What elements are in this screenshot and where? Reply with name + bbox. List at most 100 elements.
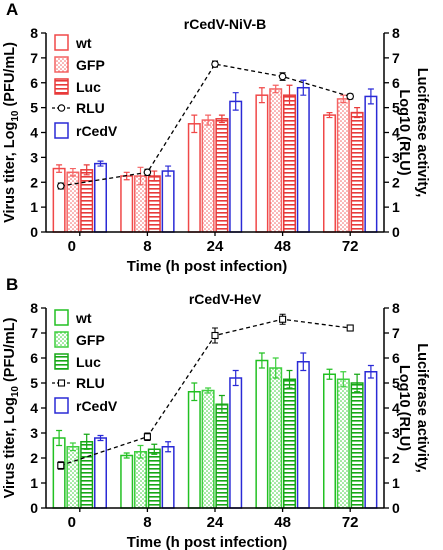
legend-label-luc: Luc (76, 354, 101, 370)
bar-gfp-0 (66, 171, 80, 233)
rlu-point-24 (211, 60, 219, 68)
chart-title: rCedV-HeV (189, 291, 262, 307)
y2-tick-label: 0 (392, 500, 400, 516)
bar-rcedv-8 (161, 170, 175, 233)
x-tick-label: 0 (68, 238, 76, 255)
x-axis-label: Time (h post infection) (127, 534, 288, 550)
bar-rcedv-48 (296, 361, 310, 509)
x-tick-label: 24 (207, 514, 224, 531)
y2-tick-label: 5 (392, 375, 400, 391)
bar-gfp-0 (66, 446, 80, 509)
bar-wt-48 (255, 94, 269, 233)
bar-rcedv-72 (364, 371, 378, 509)
bar-rcedv-24 (229, 377, 243, 509)
bar-rcedv-8 (161, 446, 175, 509)
legend-marker-rlu (57, 379, 66, 387)
chart-title: rCedV-NiV-B (184, 16, 266, 32)
error-bar-luc-72 (354, 373, 361, 393)
bar-gfp-72 (336, 378, 350, 509)
error-bar-gfp-48 (272, 84, 279, 94)
error-bar-wt-72 (326, 112, 333, 119)
error-bar-wt-8 (123, 452, 130, 459)
y-tick-label: 5 (30, 100, 38, 116)
bar-wt-48 (255, 359, 269, 509)
y-tick-label: 6 (30, 350, 38, 366)
bar-luc-8 (147, 448, 161, 509)
bar-luc-72 (350, 111, 364, 233)
panel-label: B (6, 275, 18, 294)
panel-label: A (6, 0, 18, 19)
legend-label-luc: Luc (76, 79, 101, 95)
y-tick-label: 4 (30, 125, 38, 141)
legend-marker-rlu (57, 104, 66, 112)
error-bar-luc-0 (83, 433, 90, 450)
error-bar-rcedv-0 (97, 434, 104, 442)
bar-wt-72 (323, 373, 336, 509)
legend-swatch-gfp (54, 331, 69, 348)
legend-label-rlu: RLU (76, 375, 105, 391)
bar-gfp-72 (336, 98, 350, 233)
y-tick-label: 2 (30, 174, 38, 190)
error-bar-gfp-0 (69, 167, 76, 177)
error-bar-luc-8 (151, 170, 158, 182)
x-tick-label: 72 (342, 514, 359, 531)
y2-tick-label: 0 (392, 224, 400, 240)
bar-rcedv-0 (94, 162, 107, 233)
error-bar-rcedv-72 (367, 364, 374, 379)
y2-tick-label: 8 (392, 25, 400, 41)
y-tick-label: 7 (30, 325, 38, 341)
bar-gfp-48 (269, 367, 283, 509)
error-bar-gfp-8 (137, 166, 144, 186)
x-tick-label: 72 (342, 238, 359, 255)
error-bar-gfp-24 (205, 114, 212, 126)
y-axis-label-part: (PFU/mL) (2, 42, 18, 111)
y-tick-label: 2 (30, 450, 38, 466)
y-axis-label-part: (PFU/mL) (2, 317, 18, 386)
bar-wt-24 (187, 123, 201, 233)
error-bar-rcedv-24 (232, 92, 239, 111)
bar-gfp-24 (201, 389, 215, 509)
bar-wt-0 (52, 437, 66, 509)
legend-swatch-wt (54, 34, 69, 51)
legend-swatch-luc (54, 78, 69, 95)
rlu-point-48 (279, 315, 287, 323)
y-axis-label-part: Virus titer, Log (2, 122, 18, 223)
y2-axis-label-line1: Luciferase activity, (414, 343, 430, 473)
legend-label-rcedv: rCedV (76, 123, 118, 139)
y-axis-label-subscript: 10 (10, 386, 21, 398)
error-bar-rcedv-8 (165, 441, 172, 453)
error-bar-luc-24 (218, 394, 225, 414)
bar-rcedv-24 (229, 100, 243, 233)
y-tick-label: 1 (30, 475, 38, 491)
bar-gfp-8 (134, 451, 147, 509)
error-bar-rcedv-24 (232, 369, 239, 387)
y2-tick-label: 6 (392, 75, 400, 91)
y-tick-label: 4 (30, 400, 38, 416)
legend-swatch-luc (54, 353, 69, 370)
legend-label-rcedv: rCedV (76, 398, 118, 414)
error-bar-wt-24 (191, 114, 198, 134)
error-bar-luc-8 (151, 443, 158, 455)
y2-axis-label-line1: Luciferase activity, (414, 68, 430, 198)
error-bar-wt-72 (326, 368, 333, 380)
x-tick-label: 8 (143, 238, 151, 255)
error-bar-luc-0 (83, 164, 90, 176)
y-tick-label: 3 (30, 149, 38, 165)
legend-swatch-rcedv (54, 122, 69, 139)
x-tick-label: 8 (143, 514, 151, 531)
y2-tick-label: 4 (392, 125, 400, 141)
bar-luc-8 (147, 175, 161, 233)
y-tick-label: 1 (30, 199, 38, 215)
legend-label-wt: wt (75, 35, 92, 51)
bar-wt-8 (120, 175, 134, 233)
rlu-point-8 (143, 168, 152, 177)
error-bar-luc-48 (286, 84, 293, 106)
error-bar-luc-24 (218, 114, 225, 124)
y-tick-label: 0 (30, 224, 38, 240)
y2-tick-label: 3 (392, 149, 400, 165)
legend-swatch-gfp (54, 56, 69, 73)
x-tick-label: 48 (274, 238, 291, 255)
bar-wt-24 (187, 391, 201, 509)
